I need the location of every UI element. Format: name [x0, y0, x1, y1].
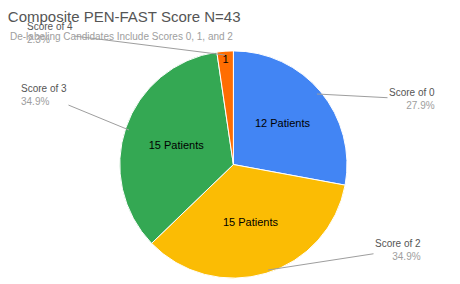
svg-text:Score of 027.9%: Score of 027.9% — [389, 87, 435, 111]
svg-text:De-labeling Candidates Include: De-labeling Candidates Include Scores 0,… — [10, 31, 233, 42]
svg-text:1: 1 — [223, 53, 229, 65]
svg-text:15 Patients: 15 Patients — [223, 216, 279, 228]
svg-text:12 Patients: 12 Patients — [255, 117, 311, 129]
svg-text:Score of 234.9%: Score of 234.9% — [375, 238, 421, 262]
svg-text:Score of 334.9%: Score of 334.9% — [21, 83, 67, 107]
svg-text:Composite PEN-FAST Score N=43: Composite PEN-FAST Score N=43 — [8, 8, 241, 25]
svg-text:Score of 42.3%: Score of 42.3% — [27, 21, 73, 45]
svg-text:15 Patients: 15 Patients — [149, 139, 205, 151]
